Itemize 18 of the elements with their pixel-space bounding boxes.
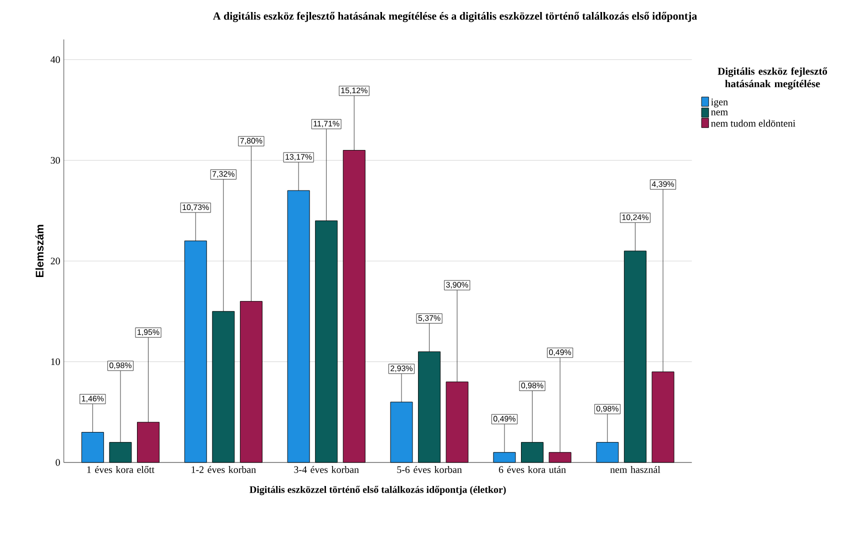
x-tick-label: nem használ xyxy=(610,466,660,473)
x-tick-label: 5-6 éves korban xyxy=(397,466,462,473)
x-tick-label: 6 éves kora után xyxy=(498,466,566,473)
legend-label: nem tudom eldönteni xyxy=(711,120,796,127)
y-tick-label: 0 xyxy=(56,459,60,466)
y-tick-label: 30 xyxy=(50,156,60,164)
y-tick-label: 40 xyxy=(50,56,60,63)
chart-title: A digitális eszköz fejlesztő hatásának megítélése és a digitális eszközzel történő találkozás első időpontja xyxy=(212,12,697,22)
legend-title: Digitális eszköz fejlesztő hatásának megítélése xyxy=(718,67,828,90)
x-tick-label: 1 éves kora előtt xyxy=(87,466,154,473)
y-tick-label: 20 xyxy=(50,258,60,264)
y-axis-title: Elemszám xyxy=(35,224,44,278)
legend-label: igen xyxy=(711,98,728,108)
x-axis-title: Digitális eszközzel történő első találkozás időpontja (életkor) xyxy=(250,486,506,496)
y-tick-label: 10 xyxy=(51,358,60,366)
x-tick-label: 3-4 éves korban xyxy=(294,466,359,473)
x-tick-label: 1-2 éves korban xyxy=(192,466,256,473)
legend-label: nem xyxy=(711,110,728,116)
